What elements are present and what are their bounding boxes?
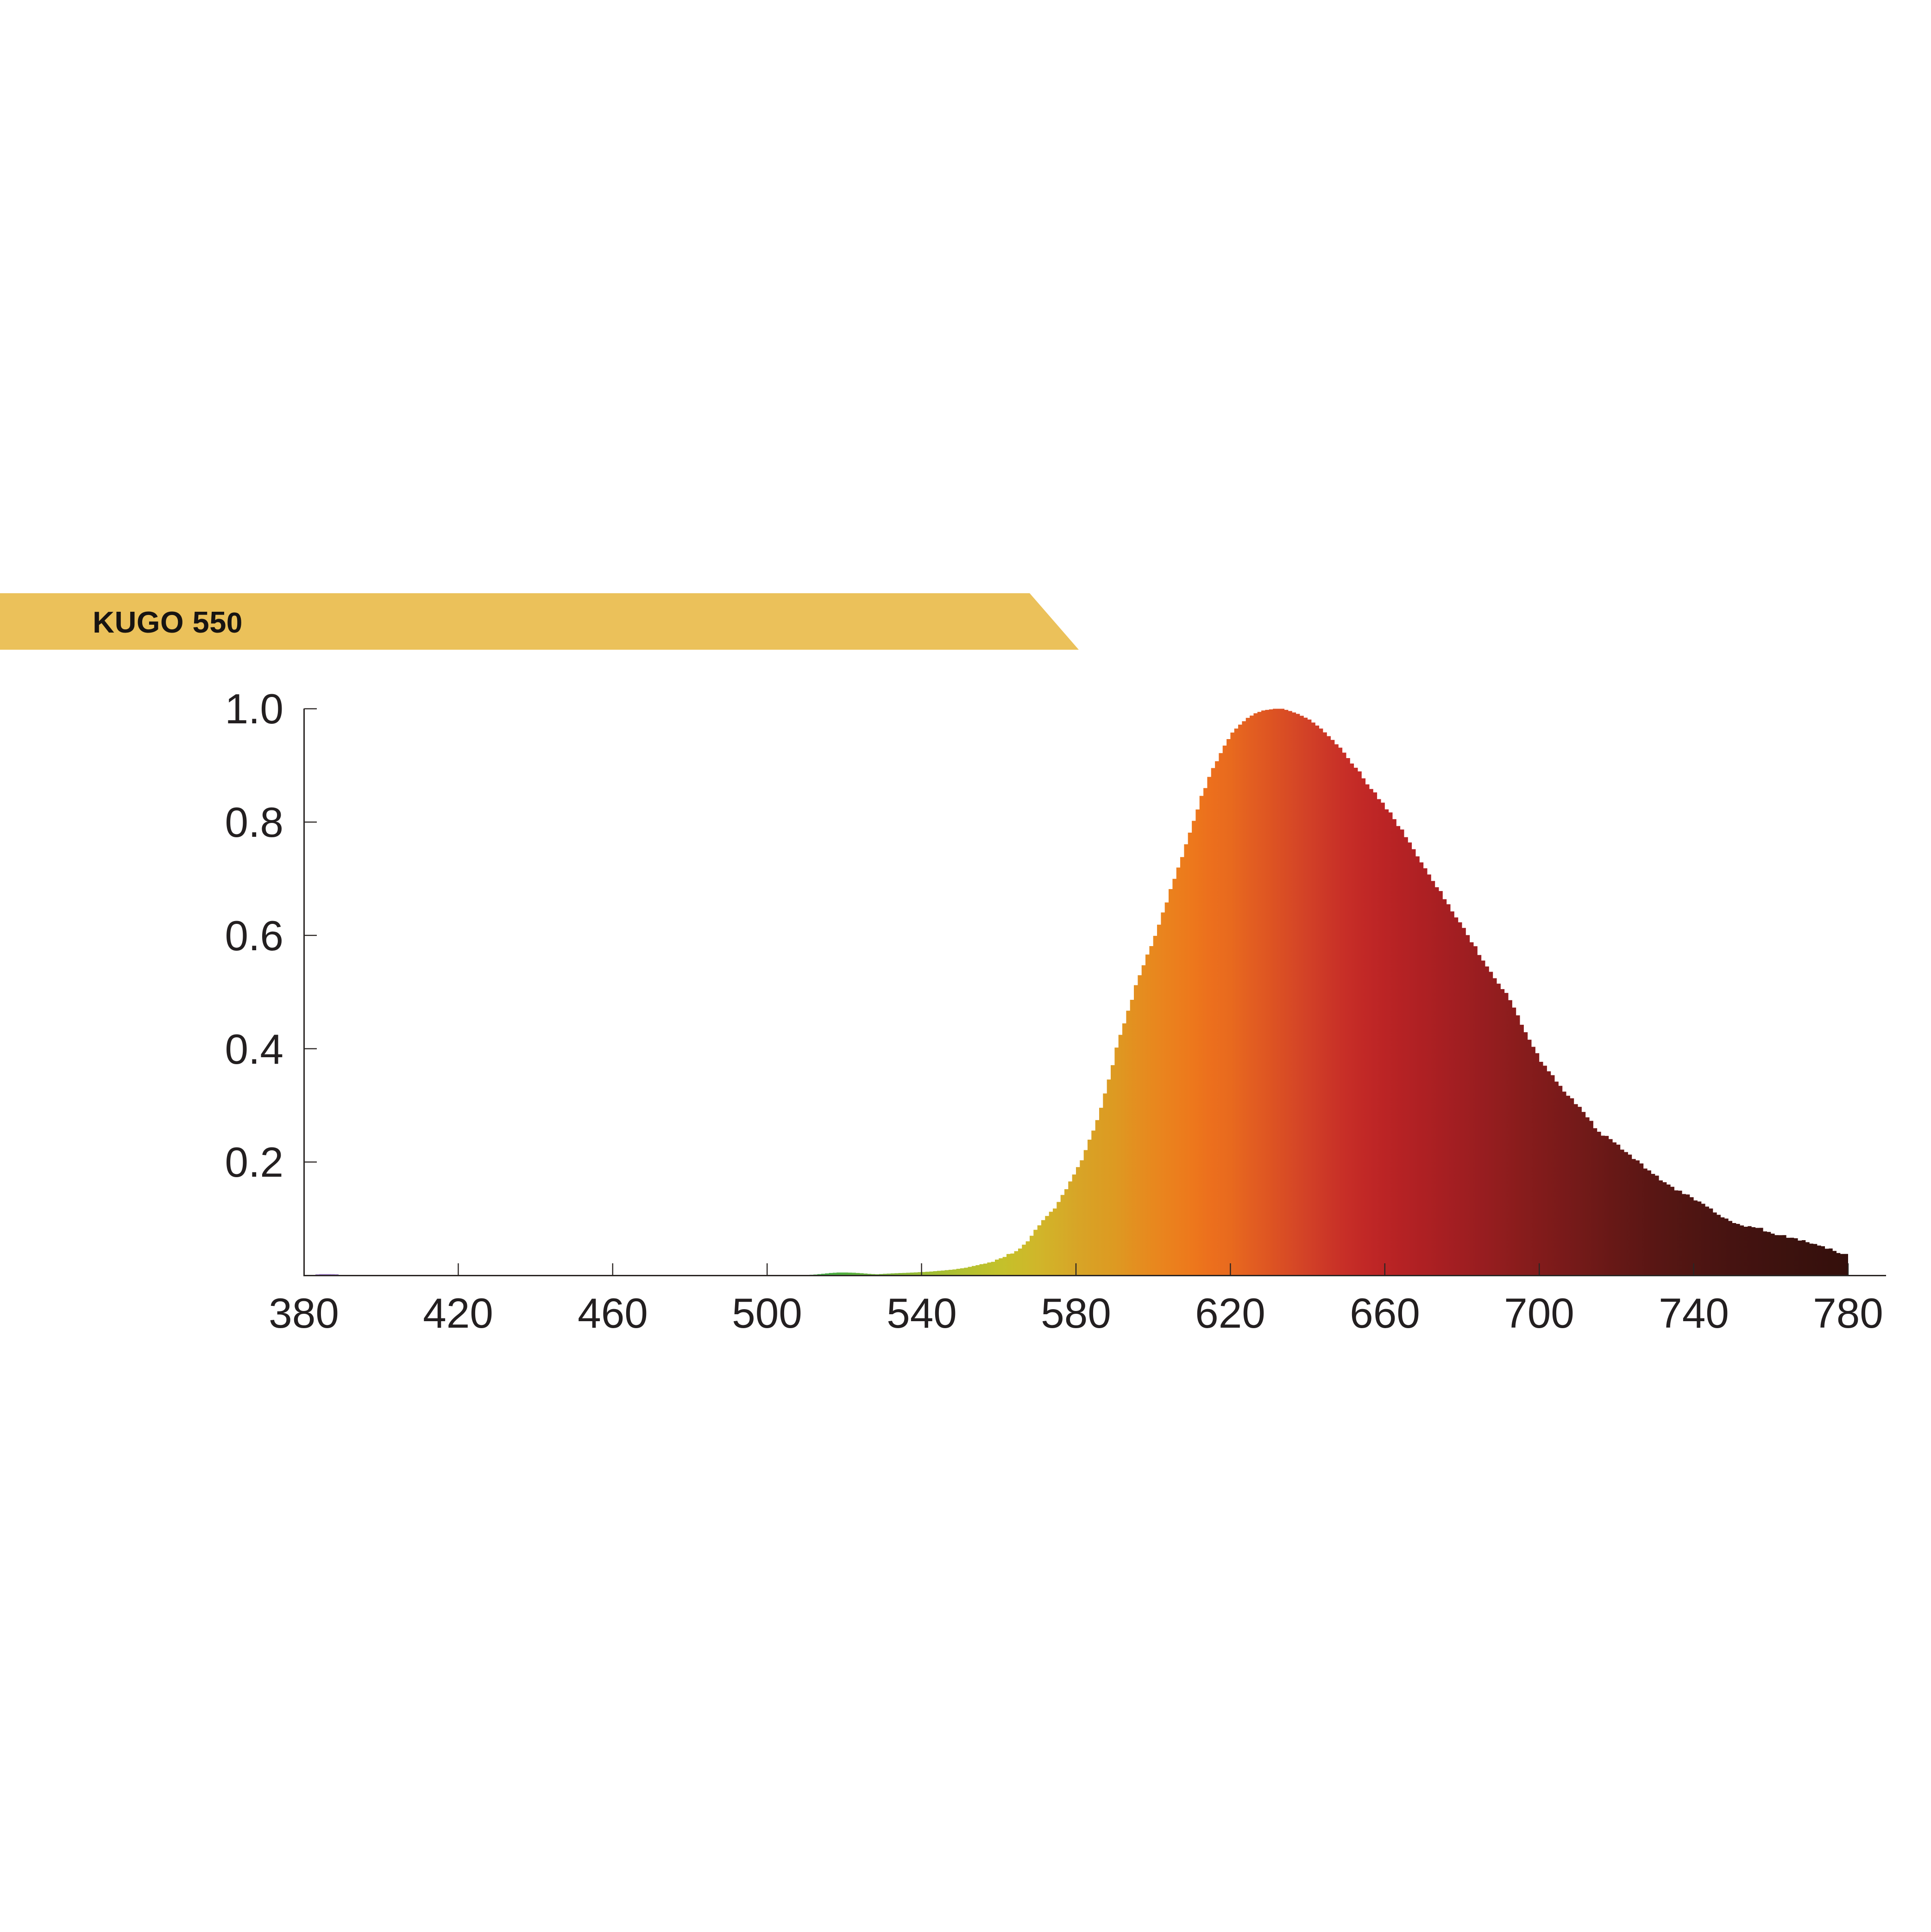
svg-text:700: 700: [1504, 1290, 1574, 1337]
svg-text:0.2: 0.2: [225, 1139, 283, 1186]
svg-text:780: 780: [1813, 1290, 1883, 1337]
svg-text:540: 540: [887, 1290, 957, 1337]
svg-text:580: 580: [1041, 1290, 1111, 1337]
svg-text:500: 500: [732, 1290, 802, 1337]
svg-text:0.6: 0.6: [225, 913, 283, 960]
svg-text:740: 740: [1659, 1290, 1729, 1337]
svg-text:660: 660: [1350, 1290, 1420, 1337]
svg-text:1.0: 1.0: [225, 686, 283, 733]
svg-text:0.4: 0.4: [225, 1026, 283, 1073]
svg-text:0.8: 0.8: [225, 799, 283, 846]
svg-text:380: 380: [269, 1290, 339, 1337]
svg-text:460: 460: [578, 1290, 648, 1337]
svg-text:420: 420: [423, 1290, 493, 1337]
svg-text:KUGO 550: KUGO 550: [93, 605, 243, 639]
svg-text:620: 620: [1195, 1290, 1265, 1337]
